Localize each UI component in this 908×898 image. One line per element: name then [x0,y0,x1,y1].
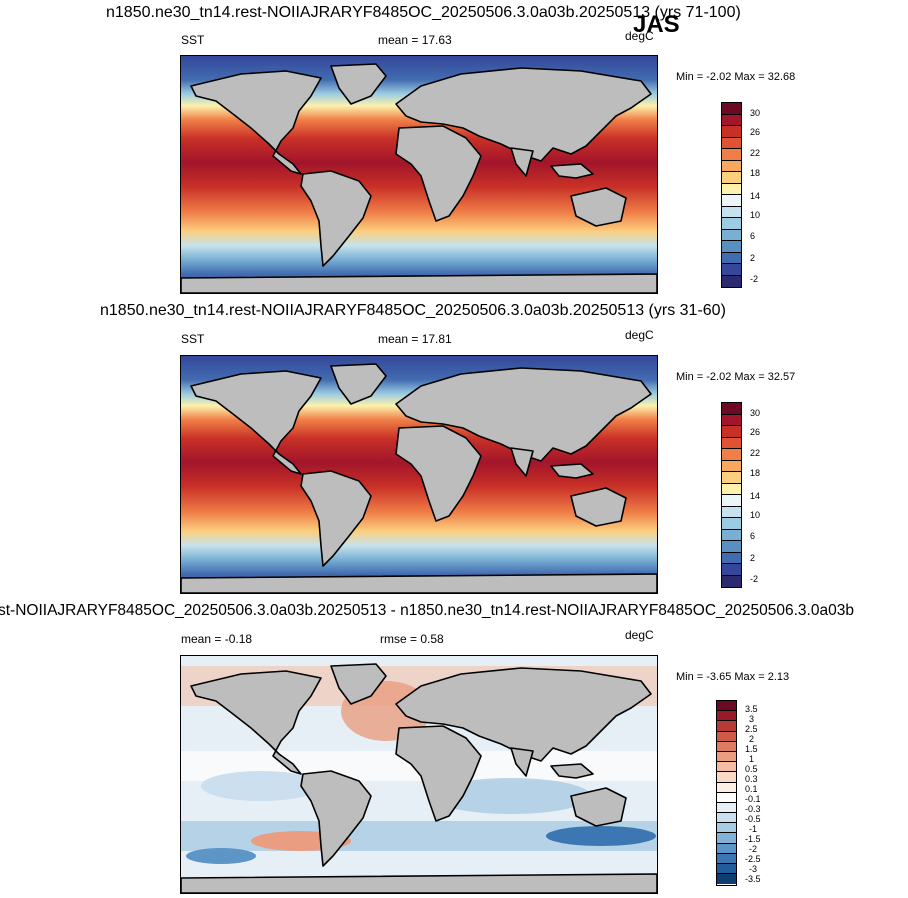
panel3-minmax-label: Min = -3.65 Max = 2.13 [676,671,790,683]
panel1-colorbar-tick: 2 [750,253,756,263]
panel1-colorbar-tick: 30 [750,108,761,118]
panel3-colorbar [716,700,737,886]
panel3-map-graphic [181,656,657,893]
panel3-difference-map [180,655,658,894]
panel3-colorbar-tick: 2 [749,734,755,744]
panel2-colorbar-tick: 2 [750,553,756,563]
panel2-colorbar-tick: 22 [750,448,761,458]
panel1-sst-map [180,55,658,294]
panel1-map-graphic [181,56,657,293]
panel1-title: n1850.ne30_tn14.rest-NOIIAJRARYF8485OC_2… [106,4,741,21]
panel3-colorbar-tick: -1.5 [745,834,761,844]
panel2-colorbar-tick: 18 [750,468,761,478]
panel2-units-label: degC [625,328,654,342]
panel2-sst-map [180,355,658,594]
panel1-colorbar-tick: 26 [750,127,761,137]
panel3-colorbar-tick: 2.5 [745,724,758,734]
panel1-colorbar-tick: 18 [750,168,761,178]
panel3-colorbar-tick: 1 [749,754,755,764]
panel1-colorbar [721,102,742,288]
panel1-units-label: degC [625,29,654,43]
panel2-colorbar-tick: 30 [750,408,761,418]
panel2-colorbar-tick: -2 [750,574,759,584]
panel3-title: st-NOIIAJRARYF8485OC_20250506.3.0a03b.20… [0,602,854,619]
panel3-colorbar-tick: 0.1 [745,784,758,794]
panel2-variable-label: SST [181,332,205,346]
panel1-colorbar-tick: -2 [750,274,759,284]
panel3-colorbar-tick: -0.1 [745,794,761,804]
panel3-units-label: degC [625,628,654,642]
panel1-variable-label: SST [181,33,205,47]
panel1-colorbar-tick: 6 [750,231,756,241]
panel2-mean-label: mean = 17.81 [378,332,452,346]
panel3-rmse-label: rmse = 0.58 [380,632,444,646]
panel2-map-graphic [181,356,657,593]
panel3-colorbar-tick: 0.5 [745,764,758,774]
panel1-colorbar-tick: 22 [750,148,761,158]
panel3-colorbar-tick: -0.5 [745,814,761,824]
panel3-colorbar-tick: -3 [749,864,758,874]
panel2-colorbar-tick: 26 [750,427,761,437]
panel3-colorbar-tick: 3 [749,714,755,724]
panel3-colorbar-tick: -1 [749,824,758,834]
panel1-mean-label: mean = 17.63 [378,33,452,47]
panel2-colorbar-tick: 6 [750,531,756,541]
panel1-colorbar-tick: 14 [750,191,761,201]
panel3-colorbar-tick: -2.5 [745,854,761,864]
panel2-colorbar-tick: 14 [750,491,761,501]
panel2-colorbar-tick: 10 [750,510,761,520]
panel1-minmax-label: Min = -2.02 Max = 32.68 [676,71,796,83]
panel2-minmax-label: Min = -2.02 Max = 32.57 [676,371,796,383]
panel2-title: n1850.ne30_tn14.rest-NOIIAJRARYF8485OC_2… [100,302,726,319]
panel3-mean-label: mean = -0.18 [181,632,253,646]
panel1-colorbar-tick: 10 [750,210,761,220]
panel3-colorbar-tick: 1.5 [745,744,758,754]
panel3-colorbar-tick: -3.5 [745,874,761,884]
panel3-colorbar-tick: 3.5 [745,704,758,714]
panel3-colorbar-tick: 0.3 [745,774,758,784]
season-label: JAS [633,11,680,38]
panel2-colorbar [721,402,742,588]
panel3-colorbar-tick: -2 [749,844,758,854]
panel3-colorbar-tick: -0.3 [745,804,761,814]
